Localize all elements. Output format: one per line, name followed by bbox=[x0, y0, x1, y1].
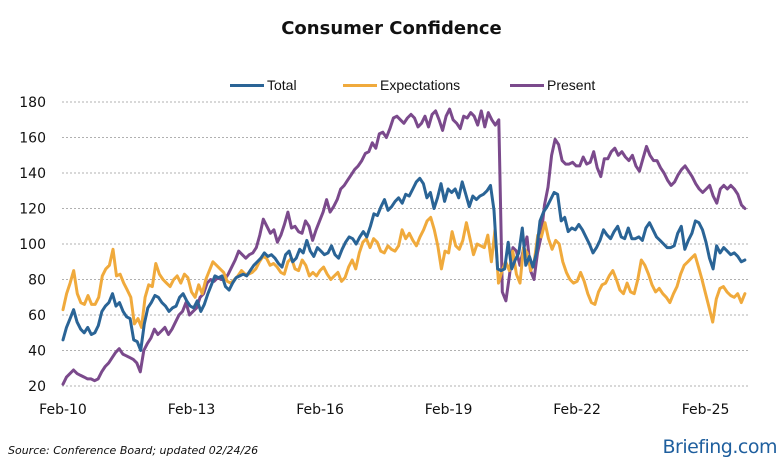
series-lines bbox=[61, 107, 747, 386]
y-tick-label: 60 bbox=[28, 308, 46, 324]
series-line-present bbox=[61, 107, 747, 386]
y-tick-label: 180 bbox=[19, 95, 46, 111]
legend-swatch-present bbox=[510, 83, 544, 87]
y-tick-label: 80 bbox=[28, 273, 46, 289]
y-tick-label: 160 bbox=[19, 131, 46, 147]
x-tick-label: Feb-22 bbox=[553, 402, 601, 418]
y-tick-label: 20 bbox=[28, 379, 46, 395]
legend-item-present: Present bbox=[510, 77, 595, 93]
y-axis-ticks: 20 40 60 80 100 120 140 160 180 bbox=[19, 95, 46, 395]
chart-title: Consumer Confidence bbox=[281, 18, 502, 39]
legend-item-total: Total bbox=[230, 77, 297, 93]
y-tick-label: 140 bbox=[19, 166, 46, 182]
legend-swatch-expectations bbox=[343, 83, 377, 87]
y-tick-label: 40 bbox=[28, 344, 46, 360]
x-tick-label: Feb-10 bbox=[39, 402, 87, 418]
x-tick-label: Feb-19 bbox=[425, 402, 473, 418]
x-tick-label: Feb-13 bbox=[168, 402, 216, 418]
legend-swatch-total bbox=[230, 83, 264, 87]
brand-logo: Briefing.com bbox=[662, 436, 777, 458]
series-line-expectations bbox=[61, 215, 747, 329]
legend-label-total: Total bbox=[267, 77, 297, 93]
x-tick-label: Feb-25 bbox=[682, 402, 730, 418]
y-tick-label: 100 bbox=[19, 237, 46, 253]
source-note: Source: Conference Board; updated 02/24/… bbox=[8, 444, 259, 457]
legend: Total Expectations Present bbox=[0, 77, 783, 97]
x-axis-ticks: Feb-10 Feb-13 Feb-16 Feb-19 Feb-22 Feb-25 bbox=[39, 402, 729, 418]
legend-label-expectations: Expectations bbox=[380, 77, 461, 93]
series-line-total bbox=[61, 176, 747, 352]
gridlines bbox=[62, 101, 750, 387]
legend-item-expectations: Expectations bbox=[343, 77, 460, 93]
x-tick-label: Feb-16 bbox=[296, 402, 344, 418]
legend-label-present: Present bbox=[547, 77, 596, 93]
y-tick-label: 120 bbox=[19, 202, 46, 218]
